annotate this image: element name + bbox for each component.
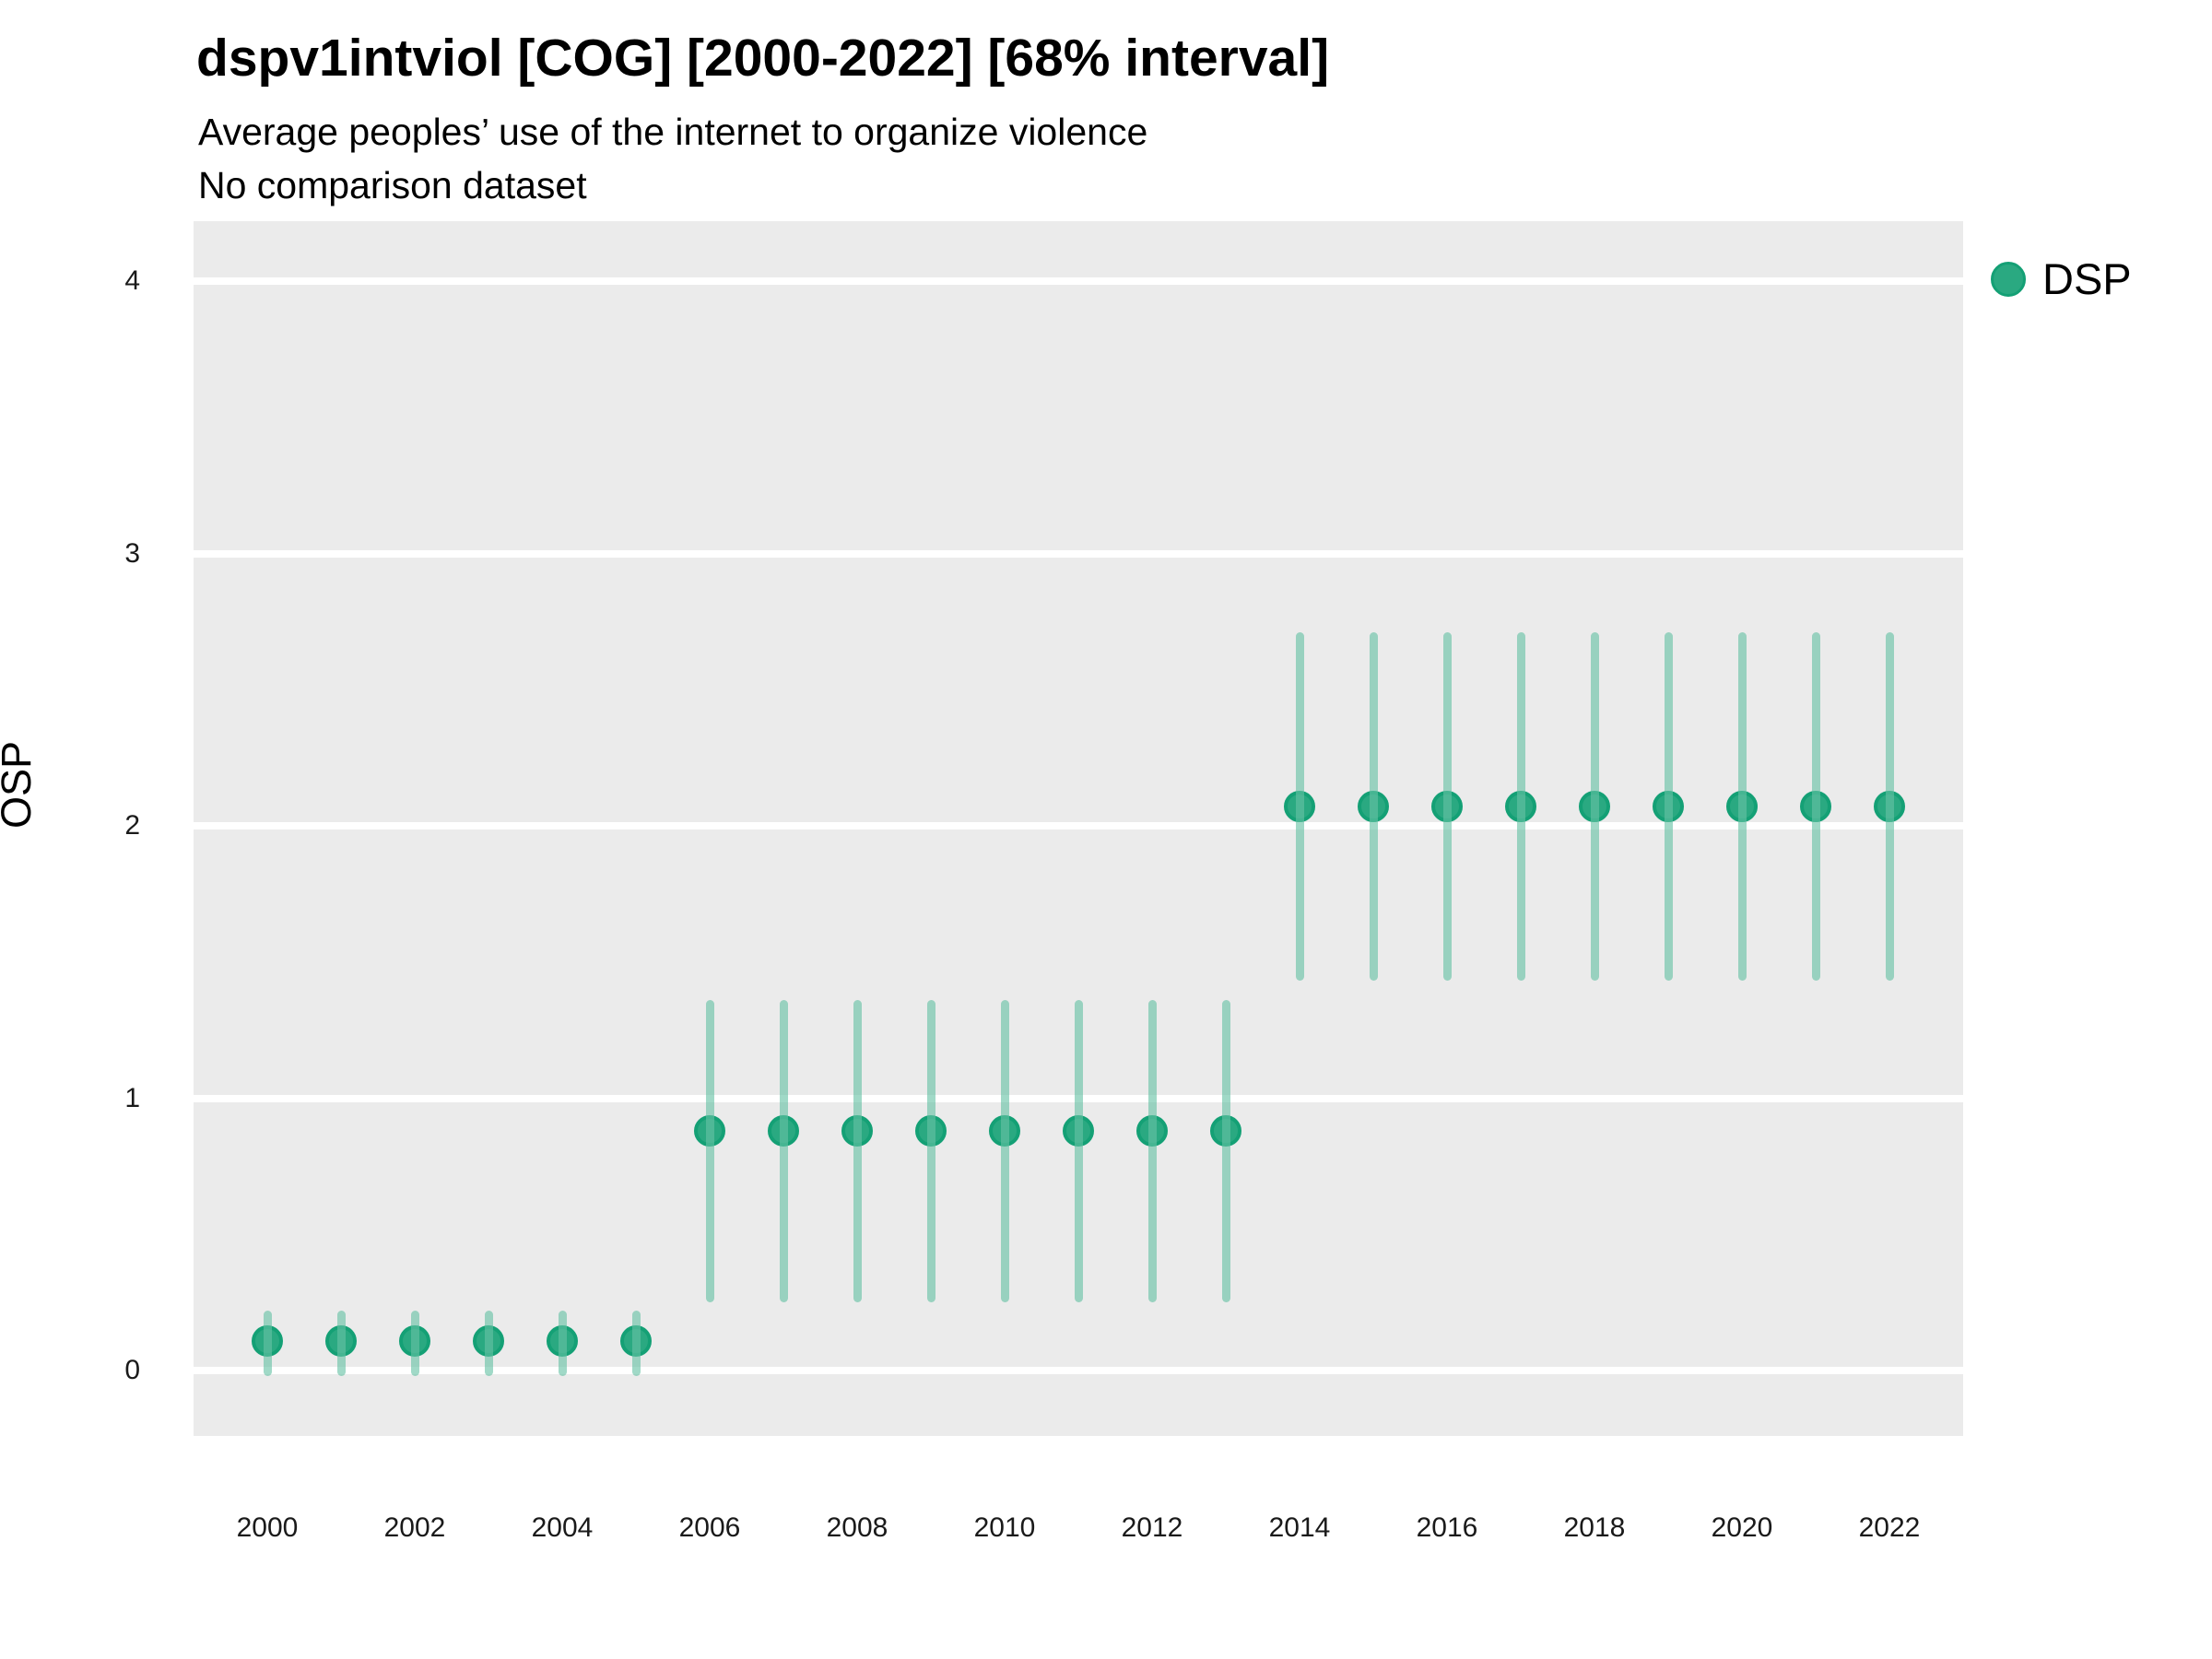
error-bar bbox=[1664, 632, 1673, 982]
y-tick-label: 1 bbox=[124, 1082, 140, 1113]
error-bar bbox=[1737, 632, 1747, 982]
y-axis-title-text: OSP bbox=[0, 740, 40, 829]
legend-label: DSP bbox=[2042, 254, 2132, 303]
error-bar bbox=[1074, 1000, 1083, 1303]
x-tick-label: 2020 bbox=[1711, 1512, 1773, 1543]
x-tick-label: 2022 bbox=[1858, 1512, 1921, 1543]
x-tick-label: 2018 bbox=[1563, 1512, 1626, 1543]
error-bar bbox=[1295, 632, 1304, 982]
error-bar bbox=[853, 1000, 862, 1303]
error-bar bbox=[1369, 632, 1378, 982]
x-tick-label: 2000 bbox=[236, 1512, 299, 1543]
gridline-y-2 bbox=[194, 822, 1963, 830]
gridline-y-4 bbox=[194, 277, 1963, 285]
gridline-y-0 bbox=[194, 1367, 1963, 1375]
x-tick-label: 2012 bbox=[1121, 1512, 1183, 1543]
chart-title: dspv1intviol [COG] [2000-2022] [68% inte… bbox=[196, 29, 1330, 88]
error-bar bbox=[1000, 1000, 1009, 1303]
legend: DSP bbox=[1991, 253, 2132, 304]
x-tick-label: 2002 bbox=[383, 1512, 446, 1543]
x-tick-label: 2014 bbox=[1268, 1512, 1331, 1543]
error-bar bbox=[631, 1311, 641, 1376]
y-tick-label: 2 bbox=[124, 810, 140, 841]
error-bar bbox=[410, 1311, 419, 1376]
error-bar bbox=[926, 1000, 935, 1303]
chart-note: No comparison dataset bbox=[198, 164, 587, 206]
x-tick-label: 2008 bbox=[826, 1512, 888, 1543]
y-tick-label: 4 bbox=[124, 265, 140, 296]
y-tick-label: 3 bbox=[124, 537, 140, 569]
legend-dot-icon bbox=[1991, 261, 2026, 297]
plot-panel bbox=[194, 221, 1963, 1436]
y-tick-label: 0 bbox=[124, 1355, 140, 1386]
error-bar bbox=[484, 1311, 493, 1376]
error-bar bbox=[1221, 1000, 1230, 1303]
error-bar bbox=[263, 1311, 272, 1376]
error-bar bbox=[705, 1000, 714, 1303]
error-bar bbox=[1516, 632, 1525, 982]
error-bar bbox=[1590, 632, 1599, 982]
gridline-y-3 bbox=[194, 549, 1963, 558]
x-tick-label: 2004 bbox=[531, 1512, 594, 1543]
error-bar bbox=[1811, 632, 1820, 982]
x-tick-label: 2006 bbox=[678, 1512, 741, 1543]
error-bar bbox=[779, 1000, 788, 1303]
error-bar bbox=[1147, 1000, 1157, 1303]
x-tick-label: 2016 bbox=[1416, 1512, 1478, 1543]
x-tick-label: 2010 bbox=[973, 1512, 1036, 1543]
chart-subtitle: Average peoples’ use of the internet to … bbox=[198, 111, 1148, 153]
error-bar bbox=[336, 1311, 346, 1376]
error-bar bbox=[558, 1311, 567, 1376]
error-bar bbox=[1885, 632, 1894, 982]
error-bar bbox=[1442, 632, 1452, 982]
